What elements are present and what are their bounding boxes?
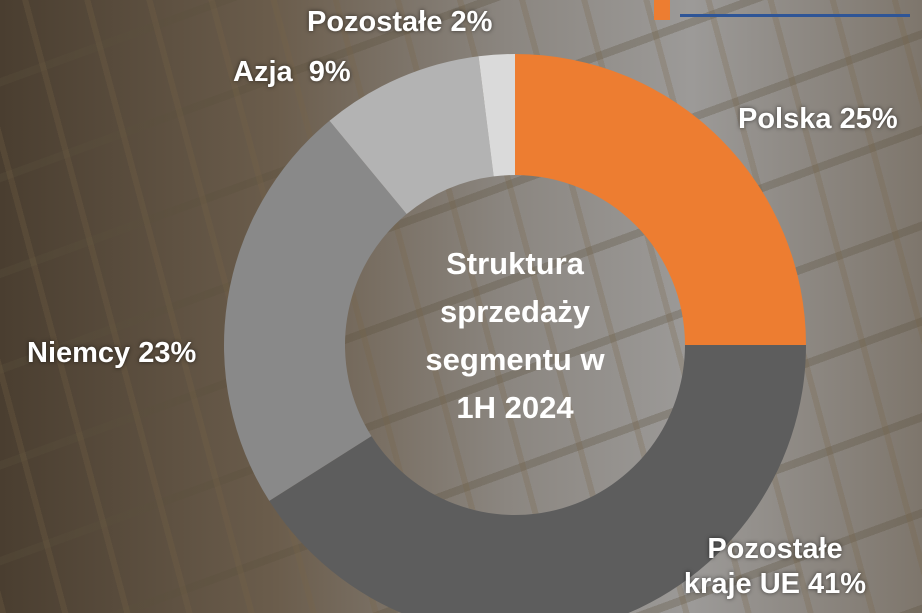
slice-label: Niemcy 23% <box>27 336 196 371</box>
value-label: 9% <box>309 56 351 88</box>
category-name: Polska <box>738 103 832 135</box>
slide: Struktura sprzedaży segmentu w 1H 2024 P… <box>0 0 922 613</box>
slice-label: Pozostałe 2% <box>307 5 492 40</box>
value-label: 41% <box>808 568 866 600</box>
category-name: Pozostałe <box>307 6 442 38</box>
slice-label: Polska 25% <box>738 102 898 137</box>
value-label: 23% <box>138 337 196 369</box>
value-label: 25% <box>840 103 898 135</box>
category-name: Azja <box>233 56 301 88</box>
chart-title: Struktura sprzedaży segmentu w 1H 2024 <box>405 240 625 432</box>
slice-label: Pozostałe kraje UE 41% <box>680 532 870 602</box>
value-label: 2% <box>450 6 492 38</box>
category-name: Niemcy <box>27 337 130 369</box>
slice-label: Azja 9% <box>233 55 351 90</box>
